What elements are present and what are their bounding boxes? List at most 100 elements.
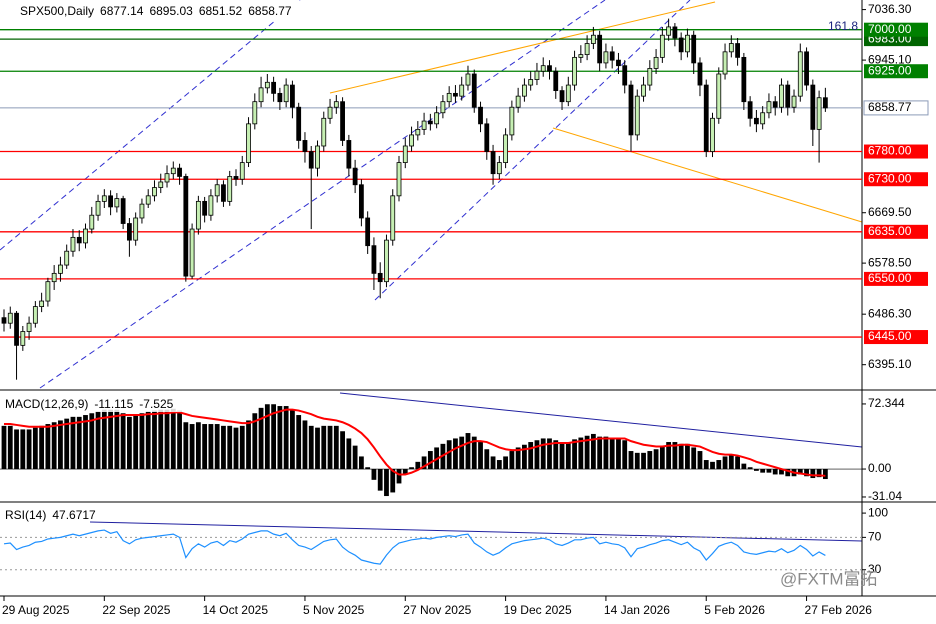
candle-body [603, 51, 609, 64]
macd-bar [528, 442, 534, 470]
macd-bar [139, 413, 145, 470]
macd-bar [39, 425, 45, 470]
candle-body [202, 200, 208, 216]
macd-bar [446, 440, 452, 470]
macd-bar [685, 443, 690, 470]
candle-body [622, 65, 628, 86]
macd-bar [340, 431, 345, 470]
candle-body [697, 62, 703, 86]
candle-body [628, 84, 634, 136]
candle-body [446, 92, 452, 103]
candle-body [710, 117, 715, 152]
watermark: @FXTM富拓 [780, 569, 878, 588]
candle-body [747, 101, 753, 119]
macd-bar [321, 425, 327, 470]
macd-bar [797, 469, 803, 475]
candle-body [421, 120, 427, 130]
header-bg [2, 397, 207, 412]
y-tick-label: 6578.50 [868, 255, 912, 269]
macd-bar [58, 420, 63, 470]
macd-bar [616, 438, 621, 470]
candle-body [565, 84, 571, 103]
macd-bar [716, 460, 722, 470]
candle-body [534, 70, 540, 80]
candle-body [471, 73, 477, 108]
macd-bar [315, 427, 320, 470]
panel-header: RSI(14) 47.6717 [5, 508, 96, 522]
macd-bar [603, 436, 609, 470]
macd-bar [189, 424, 195, 470]
candle-body [659, 34, 665, 58]
candle-body [227, 176, 233, 202]
x-tick-label: 27 Nov 2025 [403, 603, 471, 617]
candle-body [333, 101, 339, 108]
candle-body [58, 264, 63, 274]
candle-body [653, 56, 659, 69]
macd-bar [653, 449, 659, 470]
macd-bar [333, 425, 339, 470]
candle-body [402, 145, 408, 164]
macd-bar [741, 463, 747, 470]
candle-body [83, 228, 88, 244]
macd-bar [296, 415, 302, 470]
macd-bar [227, 425, 233, 470]
header-value: -11.115 [94, 397, 133, 411]
macd-bar [83, 415, 88, 470]
macd-bar [728, 454, 734, 470]
y-tick-label: 6486.30 [868, 306, 912, 320]
macd-bar [559, 442, 565, 470]
candle-body [465, 73, 471, 86]
level-label-box [864, 64, 928, 79]
macd-bar [547, 438, 552, 470]
macd-bar [672, 442, 678, 470]
macd-bar [465, 433, 471, 470]
macd-bar [503, 456, 508, 470]
macd-bar [70, 416, 76, 470]
macd-bar [101, 409, 107, 470]
candle-body [634, 95, 640, 136]
macd-bar [327, 425, 333, 470]
candle-body [133, 217, 139, 241]
header-value: 6851.52 [199, 4, 243, 18]
level-label-box [864, 224, 928, 239]
candle-body [760, 112, 766, 125]
macd-bar [766, 469, 772, 473]
candle-body [258, 87, 264, 103]
macd-bar [108, 409, 113, 470]
candle-body [89, 214, 95, 230]
macd-bar [170, 408, 176, 470]
macd-bar [352, 445, 358, 470]
macd-bar [659, 445, 665, 470]
candle-body [315, 145, 320, 169]
y-tick-label: 7036.30 [868, 2, 912, 16]
macd-bar [177, 410, 182, 470]
macd-bar [51, 422, 57, 470]
macd-bar [522, 444, 527, 470]
candle-body [453, 92, 458, 97]
header-value: -7.525 [139, 397, 173, 411]
macd-bar [735, 456, 740, 470]
candle-body [810, 84, 816, 130]
candle-body [522, 84, 527, 97]
macd-bar [578, 437, 584, 470]
macd-bar [384, 469, 389, 497]
candle-body [672, 26, 678, 39]
trend-line [339, 392, 863, 448]
macd-bar [208, 424, 214, 470]
candle-body [371, 245, 377, 274]
trend-line [89, 521, 863, 542]
macd-bar [496, 460, 502, 470]
candle-body [340, 101, 345, 141]
panel-header: MACD(12,26,9) -11.115 -7.525 [5, 397, 174, 411]
candle-body [1, 317, 7, 324]
macd-bar [26, 429, 32, 470]
level-label: 7000.00 [868, 22, 912, 36]
macd-bar [760, 469, 766, 473]
macd-bar [371, 469, 377, 480]
macd-bar [804, 469, 809, 477]
candle-body [597, 34, 603, 64]
trend-line [552, 127, 863, 223]
level-label-box [864, 22, 928, 37]
candle-body [641, 84, 646, 97]
header-value: 6858.77 [248, 4, 292, 18]
